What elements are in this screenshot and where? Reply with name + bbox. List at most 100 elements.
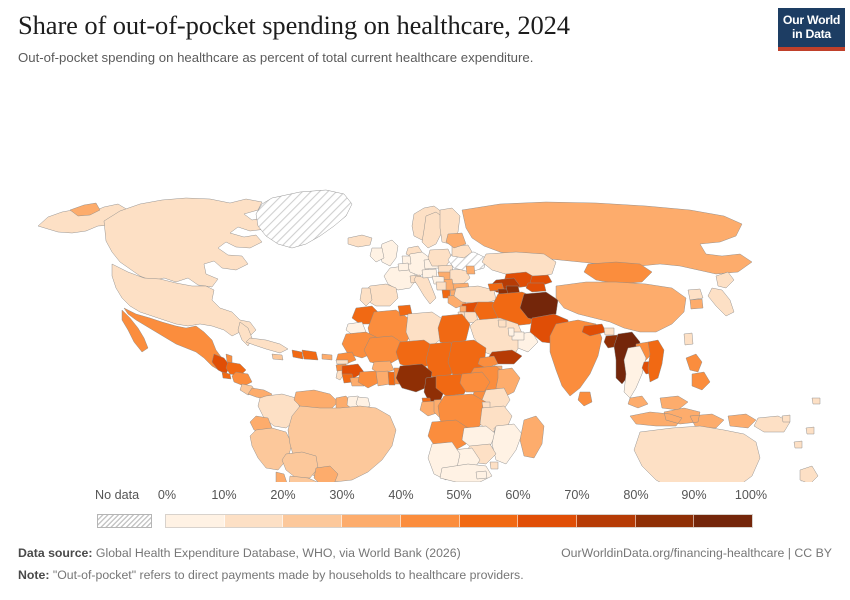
country-kuwait[interactable]: [498, 320, 506, 327]
country-moldova[interactable]: [466, 266, 475, 274]
country-chile[interactable]: [276, 472, 294, 482]
world-map-svg[interactable]: [0, 86, 850, 482]
legend-bin-70-80[interactable]: [576, 515, 636, 527]
country-india[interactable]: [550, 320, 602, 396]
country-pacific-islands[interactable]: [782, 398, 820, 448]
country-cuba[interactable]: [246, 338, 288, 353]
country-bolivia[interactable]: [282, 452, 318, 478]
country-australia[interactable]: [634, 426, 760, 482]
country-dominican-republic[interactable]: [302, 350, 318, 360]
legend-no-data-swatch[interactable]: [97, 514, 152, 528]
country-uae[interactable]: [512, 332, 524, 340]
chart-header: Share of out-of-pocket spending on healt…: [18, 10, 832, 80]
country-netherlands[interactable]: [402, 256, 411, 264]
country-jamaica[interactable]: [272, 354, 283, 360]
legend-color-bar[interactable]: [165, 514, 753, 528]
country-ivory-coast[interactable]: [358, 371, 380, 388]
country-lesotho[interactable]: [476, 471, 487, 479]
legend-tick-40: 40%: [388, 488, 414, 502]
country-madagascar[interactable]: [520, 416, 544, 458]
country-indonesia[interactable]: [630, 408, 756, 428]
country-poland[interactable]: [428, 249, 452, 266]
country-nigeria[interactable]: [396, 364, 432, 392]
country-haiti[interactable]: [292, 350, 303, 359]
country-eswatini[interactable]: [490, 462, 498, 469]
country-vietnam[interactable]: [648, 340, 664, 382]
country-japan[interactable]: [708, 272, 734, 316]
legend-bin-50-60[interactable]: [459, 515, 519, 527]
country-puerto-rico[interactable]: [322, 354, 332, 360]
legend-bin-10-20[interactable]: [224, 515, 284, 527]
country-taiwan[interactable]: [684, 333, 693, 345]
country-argentina[interactable]: [288, 476, 330, 482]
legend-tick-70: 70%: [564, 488, 590, 502]
country-el-salvador[interactable]: [222, 372, 231, 379]
country-paraguay[interactable]: [314, 466, 338, 482]
country-bhutan[interactable]: [604, 328, 614, 335]
country-belize[interactable]: [226, 354, 232, 363]
legend-bin-40-50[interactable]: [400, 515, 460, 527]
country-mongolia[interactable]: [584, 262, 652, 284]
country-nepal[interactable]: [582, 324, 606, 336]
country-bosnia[interactable]: [436, 282, 446, 290]
legend-bin-60-70[interactable]: [518, 515, 577, 527]
footer-note-row: Note: "Out-of-pocket" refers to direct p…: [18, 566, 524, 585]
country-papua-new-guinea[interactable]: [754, 416, 790, 432]
country-gambia[interactable]: [336, 360, 348, 364]
owid-link[interactable]: OurWorldinData.org/financing-healthcare …: [561, 546, 832, 560]
legend-no-data-label: No data: [95, 488, 140, 502]
country-north-korea[interactable]: [688, 289, 703, 300]
country-new-zealand[interactable]: [786, 466, 818, 482]
country-south-korea[interactable]: [690, 299, 703, 309]
country-portugal[interactable]: [360, 288, 372, 306]
footer-source-row: Data source: Global Health Expenditure D…: [18, 544, 832, 564]
legend-tick-80: 80%: [623, 488, 649, 502]
country-baja-california[interactable]: [122, 310, 148, 352]
country-belgium[interactable]: [398, 263, 409, 271]
owid-logo-line2: in Data: [792, 26, 831, 41]
country-rwanda[interactable]: [482, 402, 490, 408]
country-mali[interactable]: [364, 336, 404, 366]
owid-logo-line1: Our World: [782, 13, 841, 28]
data-source-text: Global Health Expenditure Database, WHO,…: [95, 546, 461, 560]
country-togo[interactable]: [388, 372, 395, 385]
country-eritrea[interactable]: [478, 356, 498, 368]
owid-logo[interactable]: Our World in Data: [778, 8, 845, 51]
country-shapes-group[interactable]: [38, 190, 820, 482]
map-legend[interactable]: No data 0% 10% 20% 30% 40% 50% 60% 70% 8…: [0, 488, 850, 536]
country-greenland[interactable]: [256, 190, 352, 248]
country-belarus[interactable]: [452, 245, 472, 258]
data-source: Data source: Global Health Expenditure D…: [18, 544, 461, 563]
legend-tick-100: 100%: [734, 488, 768, 502]
legend-tick-0: 0%: [157, 488, 177, 502]
country-thailand[interactable]: [624, 346, 646, 398]
legend-tick-60: 60%: [505, 488, 531, 502]
country-ireland[interactable]: [370, 248, 384, 262]
country-baltic-states[interactable]: [446, 233, 466, 248]
data-source-label: Data source:: [18, 546, 93, 560]
legend-bin-30-40[interactable]: [342, 515, 401, 527]
country-libya[interactable]: [406, 312, 444, 348]
country-italy[interactable]: [414, 276, 436, 304]
country-alaska-panhandle[interactable]: [70, 203, 100, 216]
country-tajikistan[interactable]: [526, 283, 546, 292]
chart-footer: Data source: Global Health Expenditure D…: [18, 544, 832, 590]
country-iceland[interactable]: [348, 235, 372, 247]
country-china[interactable]: [556, 282, 686, 332]
country-lebanon[interactable]: [460, 306, 466, 312]
chart-subtitle: Out-of-pocket spending on healthcare as …: [18, 50, 534, 66]
country-sweden[interactable]: [422, 212, 444, 248]
legend-bin-90-100[interactable]: [694, 515, 753, 527]
legend-bin-80-90[interactable]: [635, 515, 695, 527]
legend-tick-20: 20%: [270, 488, 296, 502]
legend-bin-0-10[interactable]: [166, 515, 225, 527]
country-malaysia[interactable]: [628, 396, 688, 410]
country-sri-lanka[interactable]: [578, 392, 592, 406]
country-peru[interactable]: [250, 428, 292, 470]
country-qatar[interactable]: [508, 328, 514, 336]
country-canada[interactable]: [104, 198, 278, 287]
world-choropleth-map[interactable]: [0, 86, 850, 482]
country-mozambique[interactable]: [492, 424, 522, 464]
country-philippines[interactable]: [686, 354, 710, 390]
legend-bin-20-30[interactable]: [283, 515, 343, 527]
